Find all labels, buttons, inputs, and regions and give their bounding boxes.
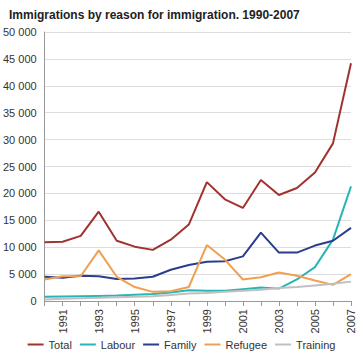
svg-text:20 000: 20 000	[3, 187, 37, 199]
svg-text:35 000: 35 000	[3, 107, 37, 119]
svg-text:1991: 1991	[57, 309, 69, 333]
svg-text:1999: 1999	[201, 309, 213, 333]
svg-text:0: 0	[31, 295, 37, 307]
svg-text:Labour: Labour	[101, 339, 136, 351]
svg-text:25 000: 25 000	[3, 161, 37, 173]
svg-text:50 000: 50 000	[3, 26, 37, 38]
svg-text:2005: 2005	[309, 309, 321, 333]
svg-text:Family: Family	[164, 339, 197, 351]
svg-text:2007: 2007	[345, 309, 357, 333]
svg-text:5 000: 5 000	[9, 268, 37, 280]
svg-text:1995: 1995	[129, 309, 141, 333]
svg-text:1997: 1997	[165, 309, 177, 333]
svg-text:Training: Training	[296, 339, 335, 351]
svg-text:1993: 1993	[93, 309, 105, 333]
svg-text:30 000: 30 000	[3, 134, 37, 146]
svg-text:Refugee: Refugee	[225, 339, 267, 351]
svg-text:10 000: 10 000	[3, 241, 37, 253]
svg-text:45 000: 45 000	[3, 53, 37, 65]
svg-text:15 000: 15 000	[3, 214, 37, 226]
svg-text:2001: 2001	[237, 309, 249, 333]
svg-text:Immigrations by reason for imm: Immigrations by reason for immigration. …	[9, 8, 300, 22]
svg-text:40 000: 40 000	[3, 80, 37, 92]
svg-text:Total: Total	[49, 339, 72, 351]
svg-text:2003: 2003	[273, 309, 285, 333]
